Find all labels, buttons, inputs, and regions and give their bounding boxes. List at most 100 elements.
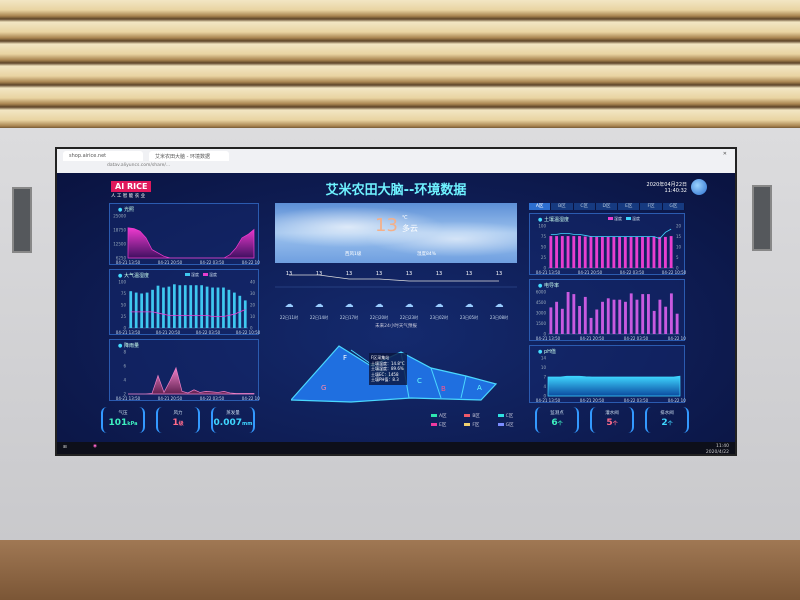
- y2-tick-label: 5: [676, 255, 679, 260]
- bar: [629, 293, 633, 334]
- area-series: [128, 366, 255, 395]
- forecast-time: 23日02时: [430, 314, 448, 320]
- bar: [583, 296, 587, 334]
- bar: [222, 287, 225, 328]
- bar: [583, 236, 587, 268]
- forecast-temp: 13: [286, 271, 292, 277]
- y-tick-label: 4: [543, 384, 546, 389]
- legend-label: B区: [472, 414, 480, 419]
- zone-tab[interactable]: B区: [551, 203, 574, 210]
- zone-tab[interactable]: D区: [595, 203, 619, 210]
- clock-date: 2020/4/22: [705, 449, 729, 455]
- forecast-temp: 13: [316, 271, 322, 277]
- forecast-time: 22日17时: [340, 314, 358, 320]
- forecast-time: 22日20时: [370, 314, 388, 320]
- x-tick-label: 04-22 10:50: [662, 270, 686, 275]
- stat-card: 灌水阀 5个: [590, 407, 634, 433]
- humidity-text: 湿度84%: [417, 252, 437, 257]
- bar: [646, 236, 650, 268]
- close-icon[interactable]: ✕: [722, 151, 727, 157]
- bar: [629, 236, 633, 268]
- windows-start-icon[interactable]: ⊞: [63, 445, 67, 450]
- bar: [156, 285, 160, 328]
- bar: [560, 308, 564, 334]
- x-tick-label: 04-21 20:50: [580, 336, 605, 341]
- y-tick-label: 50: [121, 303, 127, 308]
- legend-swatch: [431, 414, 437, 417]
- logo-subtitle: 人 工 智 能 农 业: [111, 194, 146, 199]
- y-tick-label: 6250: [116, 256, 127, 261]
- line-series: [130, 309, 246, 317]
- tooltip-line: F区采集站: [371, 355, 390, 360]
- bar: [658, 299, 662, 334]
- stat-value: 1级: [158, 418, 198, 428]
- stat-label: 灌水阀: [605, 411, 619, 416]
- bar: [669, 236, 673, 268]
- browser-tab-active[interactable]: 艾米农田大脑 - 环境数据: [149, 151, 229, 161]
- legend-label: C区: [505, 414, 514, 419]
- x-tick-label: 04-21 20:50: [156, 330, 181, 335]
- bar: [145, 292, 149, 328]
- bar: [658, 236, 662, 268]
- zone-tooltip: F区采集站 土壤温度：14.8°C 土壤湿度：89.6% 土壤EC：1458 土壤PH值…: [369, 353, 407, 385]
- map-legend-item[interactable]: B区: [464, 413, 497, 419]
- bar: [555, 301, 559, 334]
- taskbar: ⊞ ◉ 11:40 2020/4/22: [57, 442, 735, 455]
- map-legend-item[interactable]: F区: [464, 422, 497, 428]
- y2-tick-label: 20: [250, 303, 256, 308]
- bar: [572, 294, 576, 334]
- stat-label: 排水阀: [660, 411, 674, 416]
- forecast-temp: 13: [436, 271, 442, 277]
- y-tick-label: 100: [118, 280, 126, 285]
- bar: [623, 236, 627, 268]
- map-legend-item[interactable]: A区: [431, 413, 464, 419]
- zone-label-a[interactable]: A: [477, 384, 482, 392]
- bar: [162, 287, 165, 328]
- stat-number: 5: [606, 418, 613, 428]
- tooltip-line: 土壤PH值：8.3: [371, 377, 399, 382]
- map-legend-item[interactable]: C区: [497, 413, 531, 419]
- zone-tab[interactable]: A区: [529, 203, 552, 210]
- address-bar[interactable]: datav.aliyuncs.com/share/...: [107, 163, 171, 168]
- bar: [618, 236, 622, 268]
- bar: [227, 289, 231, 328]
- map-legend-item[interactable]: E区: [431, 422, 464, 428]
- taskbar-clock[interactable]: 11:40 2020/4/22: [705, 444, 729, 455]
- bar: [173, 284, 176, 328]
- panel-title: pH值: [538, 348, 556, 355]
- zone-tab[interactable]: G区: [662, 203, 685, 210]
- legend-swatch: [497, 423, 504, 426]
- browser-icon[interactable]: ◉: [93, 444, 97, 449]
- zone-label-b[interactable]: B: [441, 385, 446, 393]
- stat-unit: kPa: [127, 421, 138, 427]
- zone-tab[interactable]: E区: [618, 203, 641, 210]
- bar: [194, 285, 198, 328]
- zone-label-f[interactable]: F: [343, 354, 347, 362]
- cloudy-icon: ☁: [315, 300, 324, 310]
- map-legend-item[interactable]: G区: [497, 422, 531, 428]
- y-tick-label: 2: [123, 392, 126, 397]
- panel-title: 电导率: [538, 282, 559, 289]
- stat-value: 0.007mm: [213, 418, 253, 428]
- zone-tab[interactable]: F区: [640, 203, 663, 210]
- browser-tab[interactable]: shop.airice.net: [63, 151, 143, 161]
- stat-label: 风力: [173, 411, 183, 416]
- bar: [566, 236, 570, 268]
- weather-sky: 13 ℃ 多云 西风1级 湿度84%: [275, 203, 517, 263]
- x-tick-label: 04-22 03:50: [200, 260, 225, 265]
- datetime: 2020年04月22日 11:40:32: [647, 181, 687, 194]
- ec-chart: 6000 4500 3000 1500 004-21 13:50 04-21 20:50 0…: [536, 290, 686, 342]
- y-tick-label: 75: [541, 234, 547, 239]
- bar: [612, 299, 616, 334]
- zone-label-c[interactable]: C: [417, 377, 422, 385]
- temp-unit: ℃: [402, 215, 408, 221]
- floor: [0, 540, 800, 600]
- zone-label-g[interactable]: G: [321, 384, 326, 392]
- bar: [233, 292, 236, 328]
- tooltip-line: 土壤温度：14.8°C: [371, 360, 405, 366]
- bar: [647, 294, 650, 334]
- zone-tab[interactable]: C区: [573, 203, 596, 210]
- y2-tick-label: 10: [676, 245, 682, 250]
- x-tick-label: 04-22 10:50: [242, 260, 260, 265]
